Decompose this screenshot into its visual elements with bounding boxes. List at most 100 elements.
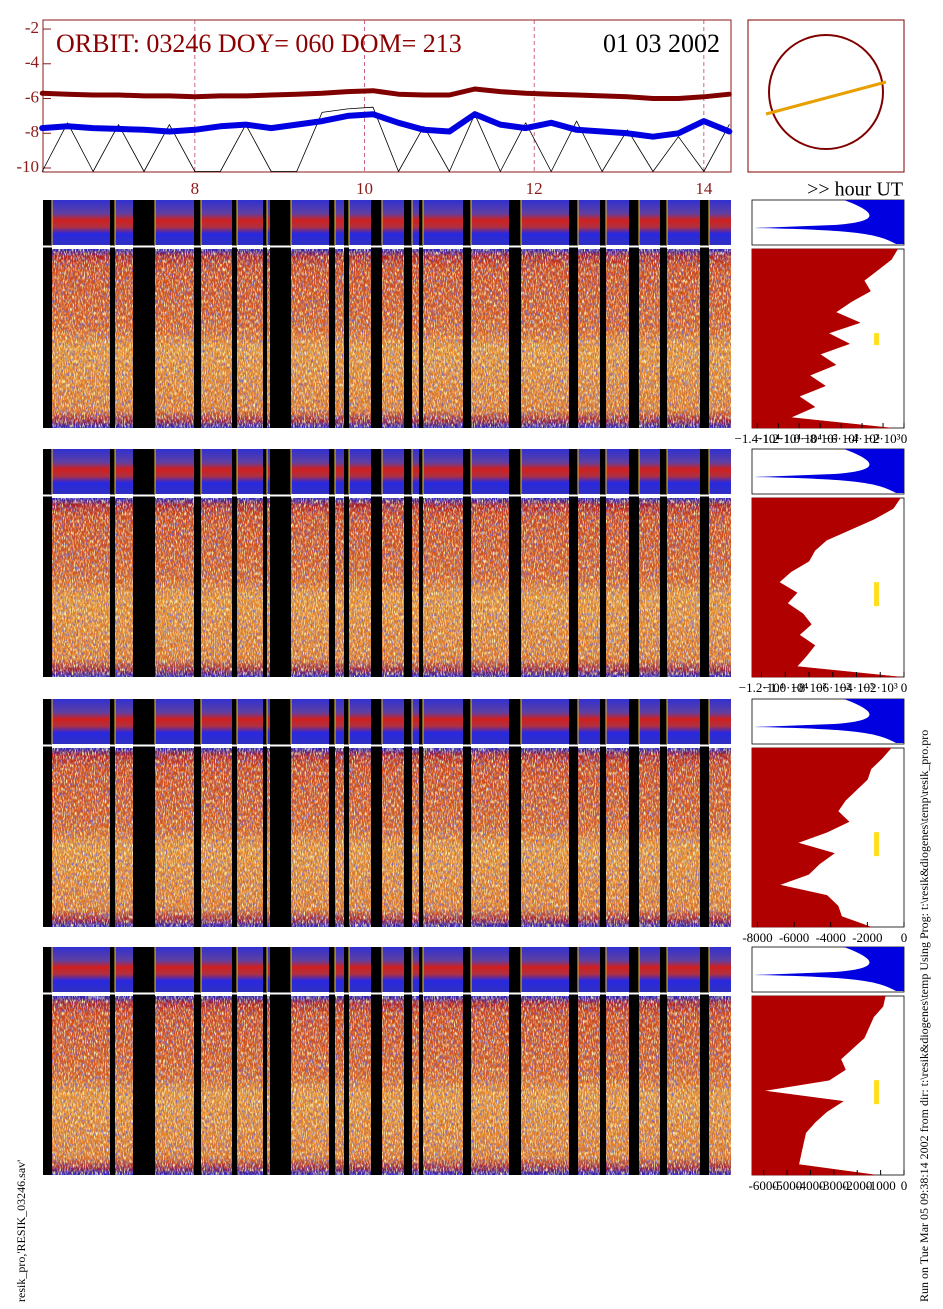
- data-gap: [700, 947, 709, 1175]
- data-gap: [133, 947, 155, 1175]
- data-gap: [600, 449, 606, 677]
- x-tick-label: −1.4·10⁴: [735, 431, 781, 446]
- data-gap: [43, 699, 52, 927]
- orbit-track: [765, 80, 887, 116]
- data-gap: [371, 200, 382, 428]
- data-gap: [133, 200, 155, 428]
- data-gap: [404, 200, 412, 428]
- spectrum-strip: [43, 200, 731, 245]
- data-gap: [463, 200, 471, 428]
- x-tick-label: 8: [191, 179, 200, 198]
- data-gap: [419, 449, 423, 677]
- x-tick-label: 0: [901, 930, 908, 945]
- data-gap: [660, 947, 667, 1175]
- spectrum-strip: [43, 947, 731, 992]
- data-gap: [194, 200, 201, 428]
- data-gap: [344, 449, 349, 677]
- data-gap: [404, 449, 412, 677]
- strip-hist: [754, 200, 904, 244]
- data-gap: [371, 699, 382, 927]
- spectrum-strip: [43, 449, 731, 494]
- data-gap: [463, 449, 471, 677]
- data-gap: [419, 699, 423, 927]
- data-gap: [232, 947, 237, 1175]
- data-gap: [600, 699, 606, 927]
- hist-area: [751, 995, 886, 1176]
- data-gap: [133, 449, 155, 677]
- data-gap: [509, 449, 521, 677]
- data-gap: [569, 947, 578, 1175]
- data-gap: [463, 947, 471, 1175]
- data-gap: [509, 699, 521, 927]
- hist-marker: [874, 832, 879, 857]
- x-tick-label: -5000: [772, 1178, 802, 1193]
- hist-area: [751, 248, 899, 429]
- file-annotation: resik_pro,'RESIK_03246.sav': [14, 1160, 28, 1302]
- spectrograms: [43, 200, 731, 1175]
- data-gap: [463, 699, 471, 927]
- data-gap: [270, 449, 291, 677]
- data-gap: [270, 699, 291, 927]
- hist-marker: [874, 333, 879, 346]
- data-gap: [133, 699, 155, 927]
- x-tick-label: −1.2·10⁴: [755, 431, 801, 446]
- y-tick-label: -8: [25, 122, 39, 141]
- data-gap: [629, 200, 639, 428]
- data-gap: [600, 947, 606, 1175]
- data-gap: [569, 449, 578, 677]
- data-gap: [509, 947, 521, 1175]
- data-gap: [660, 449, 667, 677]
- x-tick-label: -8000: [742, 930, 772, 945]
- x-tick-label: 10: [356, 179, 373, 198]
- x-tick-label: 12: [526, 179, 543, 198]
- x-tick-label: -3000: [819, 1178, 849, 1193]
- data-gap: [371, 449, 382, 677]
- data-gap: [329, 699, 335, 927]
- data-gap: [263, 699, 267, 927]
- x-tick-label: -6000: [779, 930, 809, 945]
- data-gap: [569, 200, 578, 428]
- data-gap: [263, 200, 267, 428]
- data-gap: [600, 200, 606, 428]
- data-gap: [371, 947, 382, 1175]
- x-tick-label: −1.0·10⁴: [763, 680, 809, 695]
- data-gap: [329, 200, 335, 428]
- x-tick-label: −1.0·10⁴: [776, 431, 822, 446]
- x-tick-label: −6·10³: [815, 680, 850, 695]
- data-gap: [404, 699, 412, 927]
- spectrum-speckle-blue: [43, 996, 731, 1175]
- x-tick-label: -4000: [816, 930, 846, 945]
- series-line: [39, 111, 733, 140]
- data-gap: [110, 947, 115, 1175]
- spectrum-strip: [43, 699, 731, 744]
- strip-hist: [754, 947, 904, 991]
- x-tick-label: 14: [695, 179, 713, 198]
- data-gap: [629, 947, 639, 1175]
- data-gap: [629, 449, 639, 677]
- data-gap: [232, 449, 237, 677]
- x-tick-label: 0: [901, 680, 908, 695]
- data-gap: [404, 947, 412, 1175]
- x-tick-label: -2000: [842, 1178, 872, 1193]
- y-tick-label: -4: [25, 53, 40, 72]
- x-tick-label: -4000: [795, 1178, 825, 1193]
- chart-title: ORBIT: 03246 DOY= 060 DOM= 213: [56, 29, 462, 58]
- data-gap: [194, 449, 201, 677]
- data-gap: [194, 947, 201, 1175]
- data-gap: [700, 699, 709, 927]
- data-gap: [419, 200, 423, 428]
- x-tick-label: −8·10³: [803, 431, 838, 446]
- x-tick-label: 0: [901, 431, 908, 446]
- data-gap: [660, 699, 667, 927]
- data-gap: [110, 200, 115, 428]
- data-gap: [43, 200, 52, 428]
- x-tick-label: −4·10³: [845, 431, 880, 446]
- run-annotation: Run on Tue Mar 05 09:38:14 2002 from dir…: [917, 730, 931, 1302]
- hist-area: [751, 497, 901, 678]
- hist-marker: [874, 1080, 879, 1105]
- y-tick-label: -6: [25, 87, 39, 106]
- data-gap: [419, 947, 423, 1175]
- orbit-circle: [768, 34, 884, 150]
- x-tick-label: −8·10³: [791, 680, 826, 695]
